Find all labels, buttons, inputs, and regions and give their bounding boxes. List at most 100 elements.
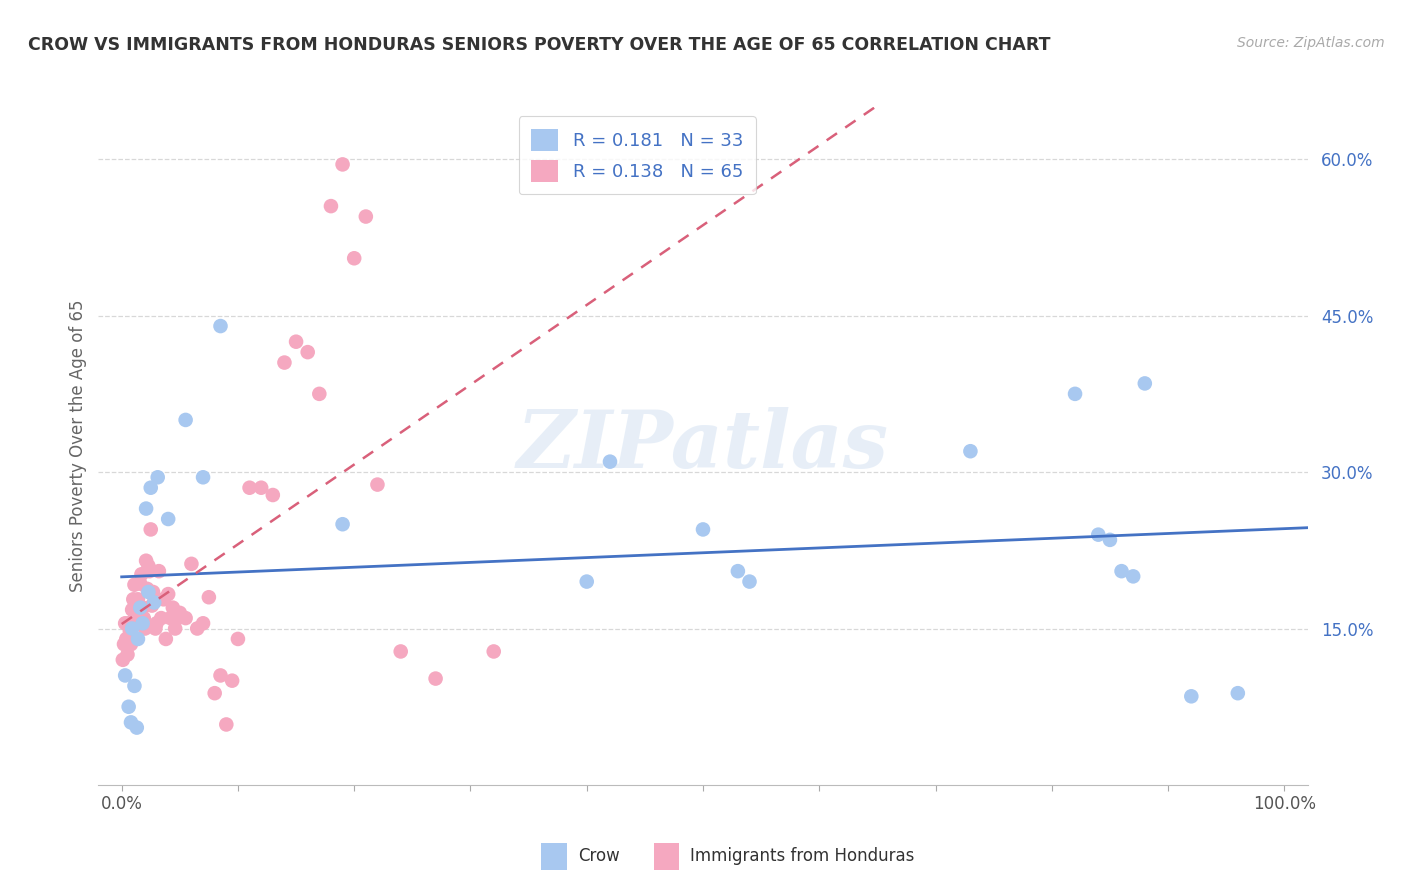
Point (142, 585, 165, 599)
Point (134, 622, 156, 636)
Point (180, 557, 202, 571)
Point (425, 672, 447, 686)
Point (209, 668, 232, 682)
Point (1133, 376, 1156, 391)
Point (118, 624, 141, 638)
Point (141, 599, 163, 613)
Point (112, 637, 135, 651)
Point (118, 616, 141, 631)
Point (114, 668, 136, 682)
Text: Crow: Crow (578, 847, 620, 865)
Point (138, 585, 160, 599)
Point (1122, 569, 1144, 583)
Point (145, 622, 167, 636)
Point (143, 591, 166, 605)
Point (131, 567, 153, 582)
Point (155, 632, 177, 646)
Point (575, 574, 598, 589)
Point (135, 501, 157, 516)
Point (157, 587, 180, 601)
Point (239, 481, 262, 495)
Point (738, 574, 761, 589)
Point (308, 387, 330, 401)
Point (273, 355, 295, 369)
Point (599, 455, 621, 469)
Point (124, 603, 146, 617)
Point (152, 592, 174, 607)
Point (191, 470, 214, 484)
Text: ZIPatlas: ZIPatlas (517, 408, 889, 484)
Point (204, 686, 226, 700)
Point (145, 616, 167, 631)
Point (128, 599, 150, 613)
Point (159, 611, 181, 625)
Point (138, 564, 160, 578)
Point (250, 481, 273, 495)
Point (1064, 387, 1087, 401)
Point (262, 488, 284, 502)
Point (122, 592, 145, 607)
Point (129, 576, 152, 591)
Point (120, 637, 142, 651)
Point (165, 622, 187, 636)
Point (215, 717, 238, 731)
Point (146, 470, 169, 484)
Point (297, 345, 319, 359)
Point (1111, 564, 1133, 578)
Point (221, 673, 243, 688)
Legend: R = 0.181   N = 33, R = 0.138   N = 65: R = 0.181 N = 33, R = 0.138 N = 65 (519, 116, 756, 194)
Point (332, 157, 354, 171)
Point (125, 721, 148, 735)
Point (727, 564, 749, 578)
Point (198, 591, 221, 605)
Point (127, 592, 149, 607)
Point (120, 715, 142, 730)
Point (148, 564, 170, 578)
Point (139, 481, 162, 495)
Point (389, 644, 412, 658)
Point (209, 319, 232, 334)
Point (186, 622, 208, 636)
Point (150, 611, 173, 625)
Point (139, 523, 162, 537)
Point (332, 517, 354, 532)
Text: Source: ZipAtlas.com: Source: ZipAtlas.com (1237, 36, 1385, 50)
Point (131, 616, 153, 631)
Point (111, 653, 134, 667)
Point (124, 578, 146, 592)
Point (174, 611, 197, 625)
Point (1087, 527, 1109, 541)
Point (692, 523, 714, 537)
Point (117, 648, 139, 662)
Point (191, 616, 214, 631)
Point (132, 611, 155, 625)
Point (343, 252, 366, 266)
Point (129, 600, 152, 615)
Y-axis label: Seniors Poverty Over the Age of 65: Seniors Poverty Over the Age of 65 (69, 300, 87, 592)
Point (138, 558, 160, 573)
Point (118, 699, 141, 714)
Text: CROW VS IMMIGRANTS FROM HONDURAS SENIORS POVERTY OVER THE AGE OF 65 CORRELATION : CROW VS IMMIGRANTS FROM HONDURAS SENIORS… (28, 36, 1050, 54)
Point (121, 603, 143, 617)
Point (115, 632, 138, 646)
Point (482, 644, 505, 658)
Point (135, 554, 157, 568)
Point (169, 606, 191, 620)
Point (959, 444, 981, 458)
Point (285, 334, 308, 349)
Point (127, 632, 149, 646)
Text: Immigrants from Honduras: Immigrants from Honduras (690, 847, 915, 865)
Point (124, 679, 146, 693)
Point (143, 595, 166, 609)
Point (1098, 533, 1121, 547)
Point (166, 611, 188, 625)
Point (319, 199, 342, 213)
Point (174, 413, 197, 427)
Point (162, 600, 184, 615)
Point (366, 477, 388, 491)
Point (1180, 690, 1202, 704)
Point (121, 622, 143, 636)
Point (354, 210, 377, 224)
Point (131, 600, 153, 615)
Point (157, 512, 180, 526)
